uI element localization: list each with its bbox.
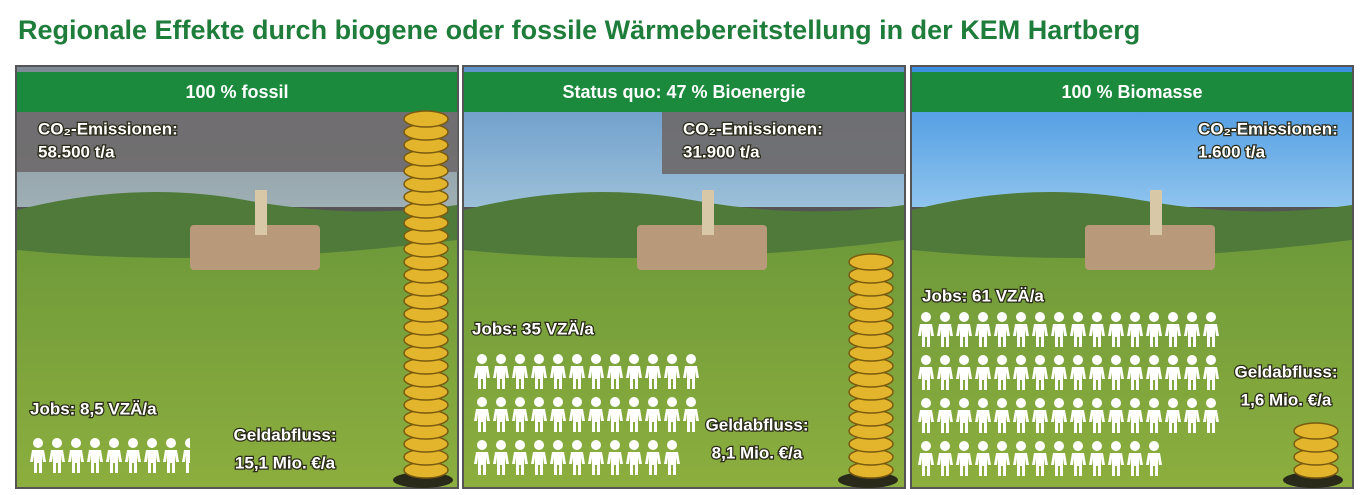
money-label: Geldabfluss: [234, 425, 337, 444]
co2-label: CO₂-Emissionen: [1198, 119, 1338, 138]
meadow [464, 240, 904, 487]
co2-label: CO₂-Emissionen: [38, 119, 178, 138]
jobs-label: Jobs: 61 VZÄ/a [922, 286, 1044, 305]
money-value: 1,6 Mio. €/a [1241, 390, 1332, 409]
church-tower [1150, 190, 1162, 235]
money-label: Geldabfluss: [1235, 362, 1338, 381]
co2-label: CO₂-Emissionen: [683, 119, 823, 138]
panel-header: 100 % fossil [185, 82, 288, 102]
money-label: Geldabfluss: [706, 415, 809, 434]
panel: Status quo: 47 % Bioenergie CO₂-Emissione… [462, 65, 906, 489]
church-tower [255, 190, 267, 235]
panel: 100 % fossil CO₂-Emissionen: 58.500 t/a Job… [15, 65, 459, 489]
panel: 100 % Biomasse CO₂-Emissionen: 1.600 t/a Jo… [910, 65, 1354, 489]
jobs-label: Jobs: 35 VZÄ/a [472, 319, 594, 338]
coin [1294, 423, 1338, 439]
church-tower [702, 190, 714, 235]
co2-value: 1.600 t/a [1198, 142, 1266, 161]
money-value: 15,1 Mio. €/a [235, 453, 336, 472]
panel-header: Status quo: 47 % Bioenergie [562, 82, 805, 102]
title: Regionale Effekte durch biogene oder fos… [18, 15, 1140, 45]
panels: 100 % fossil CO₂-Emissionen: 58.500 t/a Job… [15, 65, 1354, 489]
money-value: 8,1 Mio. €/a [712, 443, 803, 462]
meadow [17, 240, 457, 487]
coin [404, 111, 448, 127]
co2-value: 58.500 t/a [38, 142, 115, 161]
jobs-label: Jobs: 8,5 VZÄ/a [30, 399, 157, 418]
coin [849, 254, 893, 270]
panel-header: 100 % Biomasse [1061, 82, 1202, 102]
infographic: Regionale Effekte durch biogene oder fos… [0, 0, 1367, 495]
co2-value: 31.900 t/a [683, 142, 760, 161]
